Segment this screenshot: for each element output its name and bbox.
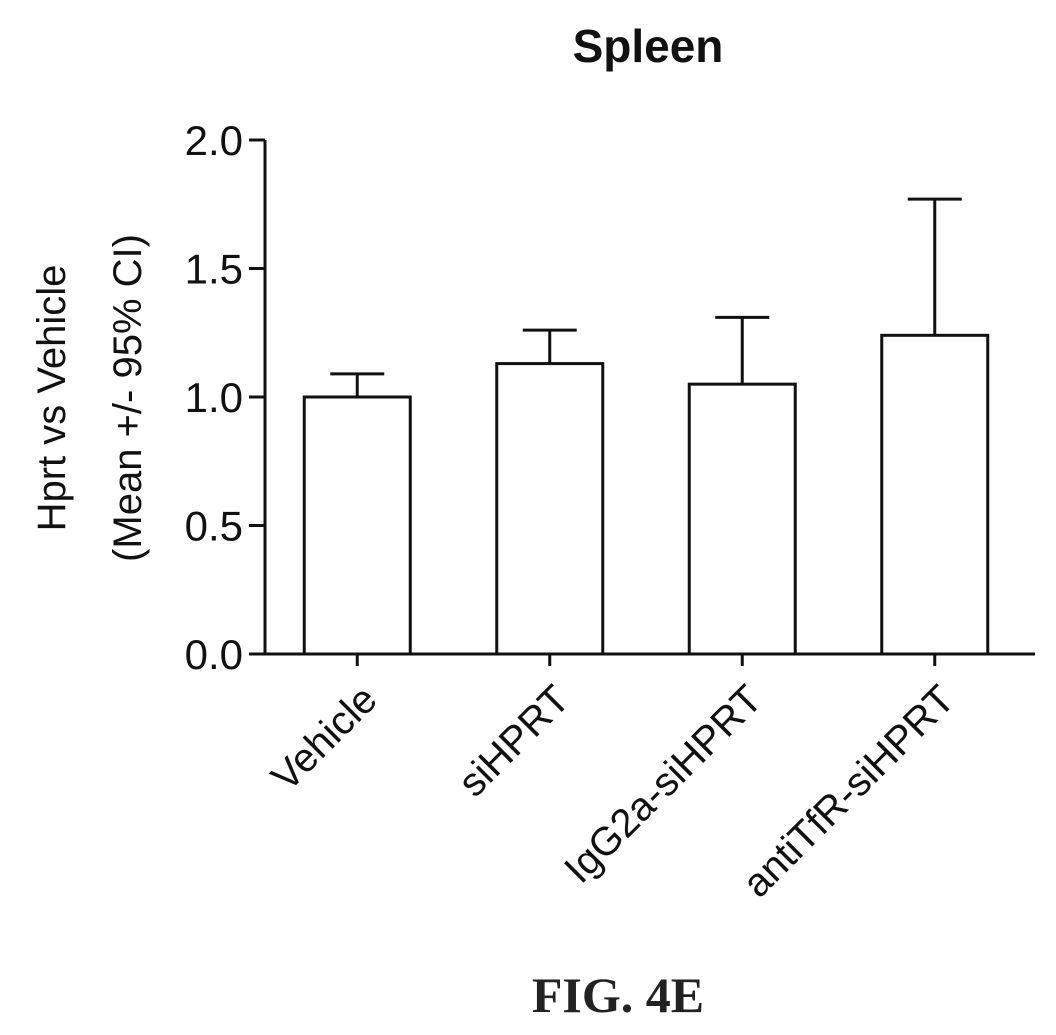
error-bar [715,315,770,385]
error-bar [907,197,962,336]
bar [880,333,990,656]
x-tick-label: IgG2a-siHPRT [556,677,770,891]
y-tick-label: 2.0 [185,117,243,164]
y-axis-label: Hprt vs Vehicle (Mean +/- 95% CI) [30,234,150,562]
bars [302,333,990,656]
y-tick-label: 0.5 [185,503,243,550]
error-bar [522,328,577,364]
bar [495,362,605,656]
error-bar [330,372,385,397]
chart-title: Spleen [573,20,724,72]
error-bars [330,197,962,397]
bar [302,395,412,656]
y-ticks: 0.0 0.5 1.0 1.5 2.0 [185,117,265,678]
x-tick-label: antiTfR-siHPRT [735,677,964,906]
y-tick-label: 0.0 [185,631,243,678]
figure-label: FIG. 4E [532,967,704,1023]
bar [687,382,797,656]
x-tick-label: Vehicle [263,677,385,799]
y-tick-label: 1.0 [185,374,243,421]
y-axis-label-line2: (Mean +/- 95% CI) [106,234,150,562]
y-tick-label: 1.5 [185,246,243,293]
y-axis-label-line1: Hprt vs Vehicle [30,265,74,532]
x-tick-label: siHPRT [450,677,578,805]
